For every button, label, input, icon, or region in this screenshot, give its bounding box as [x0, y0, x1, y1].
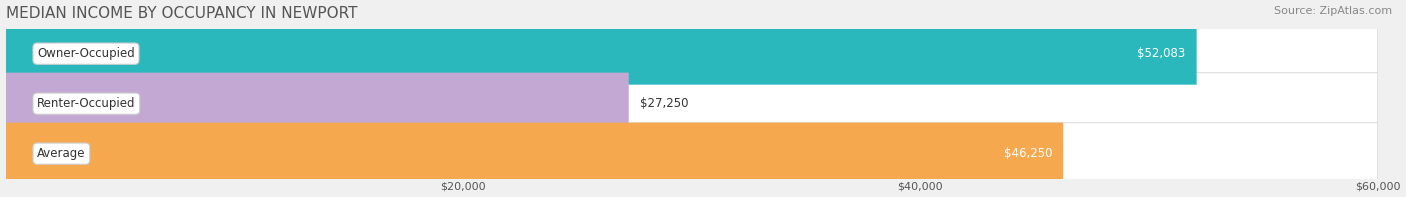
FancyBboxPatch shape: [6, 123, 1063, 185]
FancyBboxPatch shape: [6, 73, 628, 135]
Text: $52,083: $52,083: [1137, 47, 1185, 60]
FancyBboxPatch shape: [6, 123, 1378, 185]
FancyBboxPatch shape: [6, 23, 1378, 85]
Text: Owner-Occupied: Owner-Occupied: [37, 47, 135, 60]
FancyBboxPatch shape: [6, 23, 1197, 85]
Text: MEDIAN INCOME BY OCCUPANCY IN NEWPORT: MEDIAN INCOME BY OCCUPANCY IN NEWPORT: [6, 6, 357, 20]
Text: $27,250: $27,250: [640, 97, 688, 110]
Text: Average: Average: [37, 147, 86, 160]
Text: Renter-Occupied: Renter-Occupied: [37, 97, 135, 110]
Text: $46,250: $46,250: [1004, 147, 1052, 160]
FancyBboxPatch shape: [6, 73, 1378, 135]
Text: Source: ZipAtlas.com: Source: ZipAtlas.com: [1274, 6, 1392, 16]
